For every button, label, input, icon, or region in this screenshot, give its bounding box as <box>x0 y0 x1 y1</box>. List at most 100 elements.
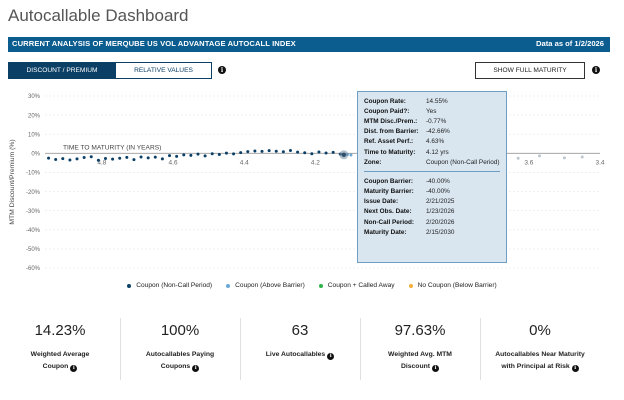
data-point <box>274 149 278 153</box>
highlight-point <box>341 152 347 158</box>
stat-info-icon[interactable]: i <box>70 364 78 372</box>
tooltip-value: 2/15/2030 <box>426 228 455 236</box>
stat-info-icon[interactable]: i <box>327 352 335 360</box>
tooltip-key: Zone: <box>364 158 382 166</box>
stat-value: 0% <box>529 322 551 339</box>
tooltip-value: Coupon (Non-Call Period) <box>426 158 500 166</box>
data-point <box>189 153 193 157</box>
tooltip-key: Issue Date: <box>364 198 399 206</box>
data-point <box>317 150 321 154</box>
tooltip-value: 2/21/2025 <box>426 198 455 206</box>
data-point <box>232 152 236 156</box>
stat-info-icon[interactable]: i <box>571 364 579 372</box>
tooltip-key: MTM Disc./Prem.: <box>364 117 418 125</box>
y-axis-label: MTM Discount/Premium (%) <box>9 139 16 224</box>
scatter-chart: 30% 20% 10% 0% -10% -20% -30% -40% -50% -60% 4.8 4.… <box>9 94 605 272</box>
y-tick-label: -40% <box>26 228 41 234</box>
data-point <box>203 154 207 158</box>
tooltip-value: 4.12 yrs <box>426 148 449 156</box>
stat-label-line2: Coupons <box>160 363 191 370</box>
data-point <box>54 157 58 161</box>
stat-label-line2: Coupon <box>42 363 69 370</box>
tooltip-key: Non-Call Period: <box>364 218 415 226</box>
legend-label: No Coupon (Below Barrier) <box>417 282 497 289</box>
y-tick-label: -50% <box>26 247 41 253</box>
x-axis-label: TIME TO MATURITY (IN YEARS) <box>63 144 161 151</box>
stat-value: 100% <box>160 322 200 339</box>
stat-card: 97.63% Weighted Avg. MTM Discount i <box>360 318 480 388</box>
data-point <box>516 156 520 160</box>
tooltip-divider <box>364 171 500 173</box>
data-point <box>253 149 257 153</box>
data-point <box>580 155 584 159</box>
tab-relative-values[interactable]: RELATIVE VALUES <box>116 62 212 79</box>
data-point <box>267 149 271 153</box>
data-point <box>217 152 221 156</box>
tooltip-value: -42.66% <box>426 128 450 136</box>
stat-label-line2: with Principal at Risk <box>501 363 570 370</box>
data-point <box>310 152 314 156</box>
stat-value: 63 <box>291 322 309 339</box>
y-tick-label: -30% <box>26 209 41 215</box>
data-point <box>75 157 79 161</box>
data-point <box>331 150 335 154</box>
tooltip-row: MTM Disc./Prem.: -0.77% <box>364 116 500 126</box>
tooltip-value: -0.77% <box>426 117 447 125</box>
legend-item[interactable]: Coupon (Above Barrier) <box>226 282 305 289</box>
tooltip-value: -40.00% <box>426 188 450 196</box>
stat-value: 14.23% <box>34 322 86 339</box>
legend-dot-icon <box>408 283 413 288</box>
view-info-icon[interactable]: i <box>218 66 226 74</box>
tooltip-key: Dist. from Barrier: <box>364 128 419 136</box>
data-point <box>153 155 157 159</box>
data-point <box>281 150 285 154</box>
data-point <box>260 149 264 153</box>
tooltip-row: Coupon Paid?: Yes <box>364 106 500 116</box>
stat-label: Weighted Average Coupon i <box>0 349 120 373</box>
stat-label-line1: Weighted Average <box>30 351 90 358</box>
stat-info-icon[interactable]: i <box>192 364 200 372</box>
stat-card: 14.23% Weighted Average Coupon i <box>0 318 120 388</box>
view-toggle: DISCOUNT / PREMIUM RELATIVE VALUES <box>8 62 212 79</box>
data-point <box>111 157 115 161</box>
data-point <box>239 151 243 155</box>
tooltip-key: Maturity Barrier: <box>364 188 414 196</box>
show-full-maturity-button[interactable]: SHOW FULL MATURITY <box>475 62 585 79</box>
maturity-info-icon[interactable]: i <box>592 66 600 74</box>
data-point <box>160 157 164 161</box>
y-tick-label: 20% <box>28 113 41 119</box>
data-point <box>139 155 143 159</box>
data-point <box>89 155 93 159</box>
stat-info-icon[interactable]: i <box>432 364 440 372</box>
tab-discount-premium[interactable]: DISCOUNT / PREMIUM <box>8 62 116 79</box>
y-tick-label: -60% <box>26 266 41 272</box>
data-as-of-date: Data as of 1/2/2026 <box>536 39 604 48</box>
tooltip-value: -40.00% <box>426 177 450 185</box>
data-point <box>288 148 292 152</box>
data-point <box>296 150 300 154</box>
data-point <box>303 151 307 155</box>
index-title: CURRENT ANALYSIS OF MERQUBE US VOL ADVAN… <box>12 39 296 48</box>
stat-label-line1: Autocallables Near Maturity <box>495 351 585 358</box>
x-tick-label: 4.8 <box>97 159 106 166</box>
data-point <box>210 152 214 156</box>
data-point <box>562 156 566 160</box>
tooltip-value: 2/20/2026 <box>426 218 455 226</box>
y-tick-label: 10% <box>28 132 41 138</box>
page-title: Autocallable Dashboard <box>8 6 189 25</box>
tooltip-row: Ref. Asset Perf.: 4.63% <box>364 137 500 147</box>
tooltip-key: Time to Maturity: <box>364 148 416 156</box>
legend-item[interactable]: Coupon + Called Away <box>318 282 395 289</box>
tooltip-row: Maturity Barrier: -40.00% <box>364 187 500 197</box>
stat-card: 63 Live Autocallables i <box>240 318 360 388</box>
stat-label-line2: Discount <box>400 363 431 370</box>
legend-item[interactable]: Coupon (Non-Call Period) <box>127 282 212 289</box>
stat-label: Weighted Avg. MTM Discount i <box>360 349 480 373</box>
y-tick-label: -10% <box>26 171 41 177</box>
stat-label: Autocallables Near Maturity with Principa… <box>480 349 600 373</box>
data-point <box>96 158 100 162</box>
tooltip-key: Coupon Paid?: <box>364 107 410 115</box>
x-tick-label: 4.6 <box>169 159 178 166</box>
data-point <box>168 154 172 158</box>
legend-item[interactable]: No Coupon (Below Barrier) <box>408 282 497 289</box>
